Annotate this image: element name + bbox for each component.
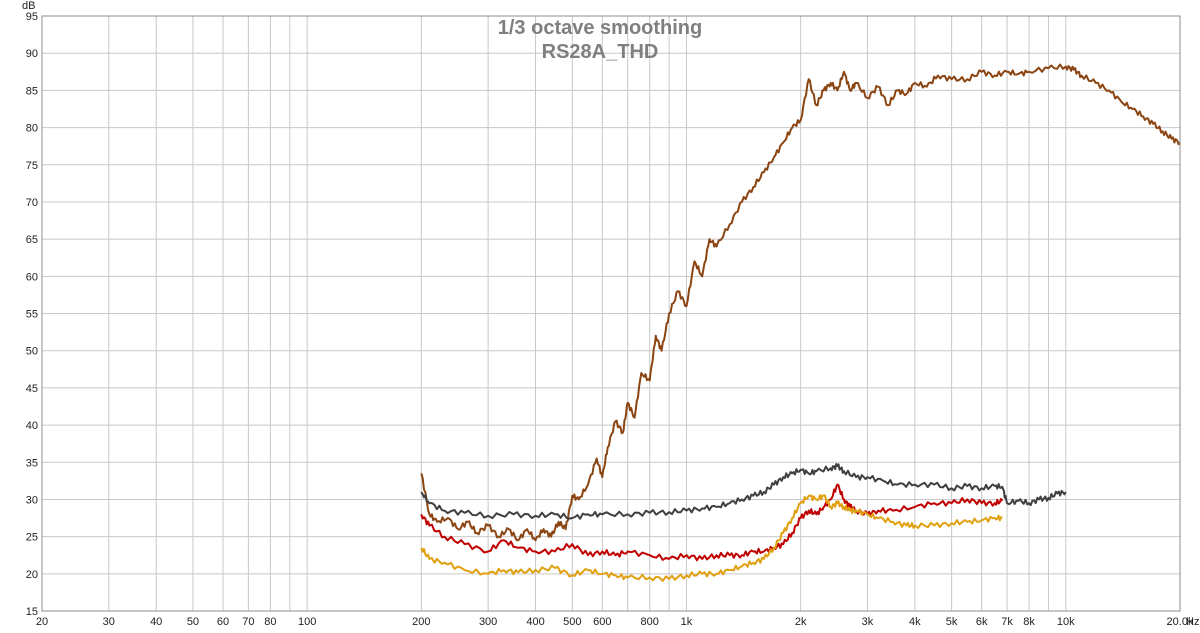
y-axis-label: dB xyxy=(22,0,35,12)
x-tick-label: 4k xyxy=(909,616,921,628)
x-axis-unit-label: Hz xyxy=(1186,616,1199,628)
x-tick-label: 30 xyxy=(103,616,115,628)
series-line-4 xyxy=(420,494,1003,582)
x-tick-label: 7k xyxy=(1001,616,1013,628)
x-tick-label: 6k xyxy=(976,616,988,628)
y-tick-label: 55 xyxy=(26,309,38,321)
x-tick-label: 300 xyxy=(479,616,497,628)
series-group xyxy=(420,63,1181,582)
x-tick-label: 60 xyxy=(217,616,229,628)
x-tick-label: 2k xyxy=(795,616,807,628)
y-tick-label: 70 xyxy=(26,197,38,209)
chart-title: 1/3 octave smoothing xyxy=(498,17,703,39)
y-tick-label: 60 xyxy=(26,271,38,283)
y-tick-label: 65 xyxy=(26,234,38,246)
x-tick-label: 800 xyxy=(641,616,659,628)
x-tick-label: 400 xyxy=(526,616,544,628)
y-tick-label: 40 xyxy=(26,420,38,432)
x-tick-label: 70 xyxy=(242,616,254,628)
x-tick-label: 8k xyxy=(1023,616,1035,628)
x-axis-ticks: 20 30 40 50 60 70 80 100 200 300 400 500 600 800 1k 2k 3… xyxy=(36,616,1194,628)
x-tick-label: 5k xyxy=(946,616,958,628)
x-tick-label: 40 xyxy=(150,616,162,628)
chart-subtitle: RS28A_THD xyxy=(542,41,659,63)
y-tick-label: 75 xyxy=(26,160,38,172)
y-tick-label: 20 xyxy=(26,569,38,581)
x-tick-label: 1k xyxy=(681,616,693,628)
x-tick-label: 100 xyxy=(298,616,316,628)
x-tick-label: 500 xyxy=(563,616,581,628)
plot-frame xyxy=(41,15,1181,612)
y-tick-label: 80 xyxy=(26,123,38,135)
y-axis-ticks: 15 20 25 30 35 40 45 50 55 60 65 70 75 80 85 90 95 xyxy=(26,11,38,618)
x-tick-label: 20 xyxy=(36,616,48,628)
y-tick-label: 95 xyxy=(26,11,38,23)
x-tick-label: 80 xyxy=(264,616,276,628)
y-tick-label: 35 xyxy=(26,457,38,469)
y-tick-label: 25 xyxy=(26,532,38,544)
x-tick-label: 600 xyxy=(593,616,611,628)
x-tick-label: 10k xyxy=(1057,616,1075,628)
series-line-1 xyxy=(420,63,1181,542)
y-tick-label: 50 xyxy=(26,346,38,358)
x-tick-label: 3k xyxy=(862,616,874,628)
grid xyxy=(41,15,1181,612)
y-tick-label: 90 xyxy=(26,48,38,60)
y-tick-label: 15 xyxy=(26,606,38,618)
x-tick-label: 200 xyxy=(412,616,430,628)
y-tick-label: 85 xyxy=(26,85,38,97)
y-tick-label: 30 xyxy=(26,494,38,506)
x-tick-label: 50 xyxy=(187,616,199,628)
x-tick-label: 20.0k xyxy=(1167,616,1194,628)
series-line-3 xyxy=(420,483,1004,562)
series-line-2 xyxy=(420,463,1067,520)
y-tick-label: 45 xyxy=(26,383,38,395)
